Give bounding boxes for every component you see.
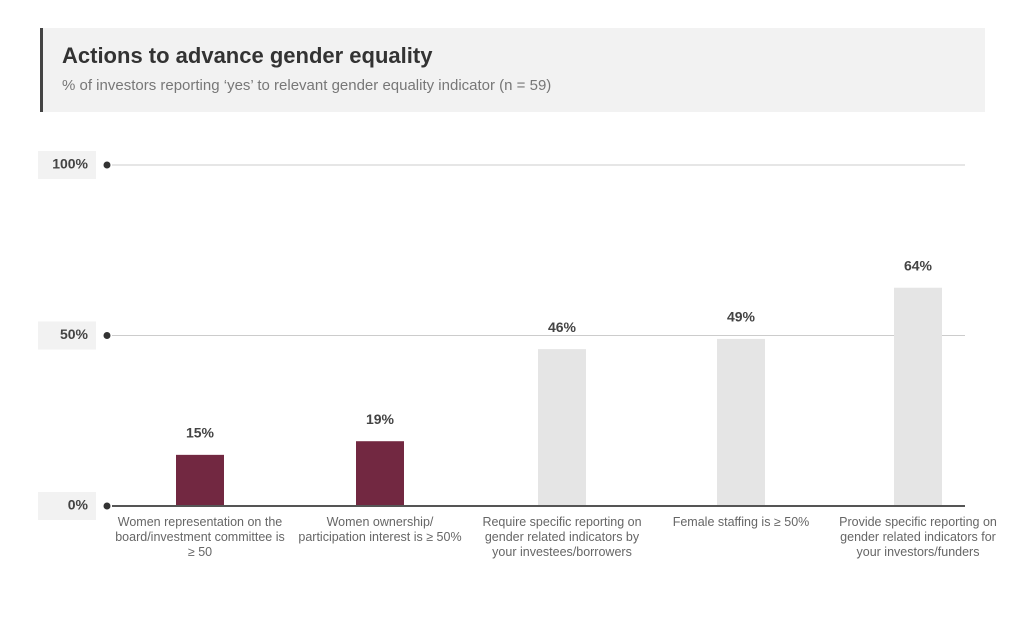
bar	[176, 454, 224, 506]
y-tick-label: 0%	[68, 497, 89, 513]
x-tick-label: Women ownership/ participation interest …	[298, 515, 462, 544]
value-label: 46%	[548, 319, 577, 335]
title-accent	[40, 28, 43, 112]
bar	[717, 338, 765, 506]
value-label: 64%	[904, 257, 933, 273]
y-tick-box	[38, 321, 96, 350]
x-tick-label: Require specific reporting on gender rel…	[482, 515, 642, 559]
y-tick-label: 100%	[52, 156, 88, 172]
chart-title: Actions to advance gender equality	[62, 43, 433, 68]
value-label: 15%	[186, 425, 215, 441]
y-tick-box	[38, 492, 96, 520]
y-tick-box	[38, 151, 96, 179]
value-label: 19%	[366, 411, 395, 427]
y-tick-dot	[103, 332, 111, 339]
y-tick-dot	[103, 161, 111, 169]
x-tick-label: Provide specific reporting on gender rel…	[839, 515, 997, 559]
x-tick-label: Women representation on the board/invest…	[115, 515, 285, 559]
y-tick-label: 50%	[60, 326, 89, 342]
y-tick-dot	[103, 502, 111, 510]
bar	[356, 441, 404, 506]
x-tick-label: Female staffing is ≥ 50%	[672, 515, 810, 529]
value-label: 49%	[727, 309, 756, 325]
bar	[894, 287, 942, 506]
bar	[538, 349, 586, 506]
chart-subtitle: % of investors reporting ‘yes’ to releva…	[62, 77, 551, 94]
title-box	[40, 28, 985, 112]
